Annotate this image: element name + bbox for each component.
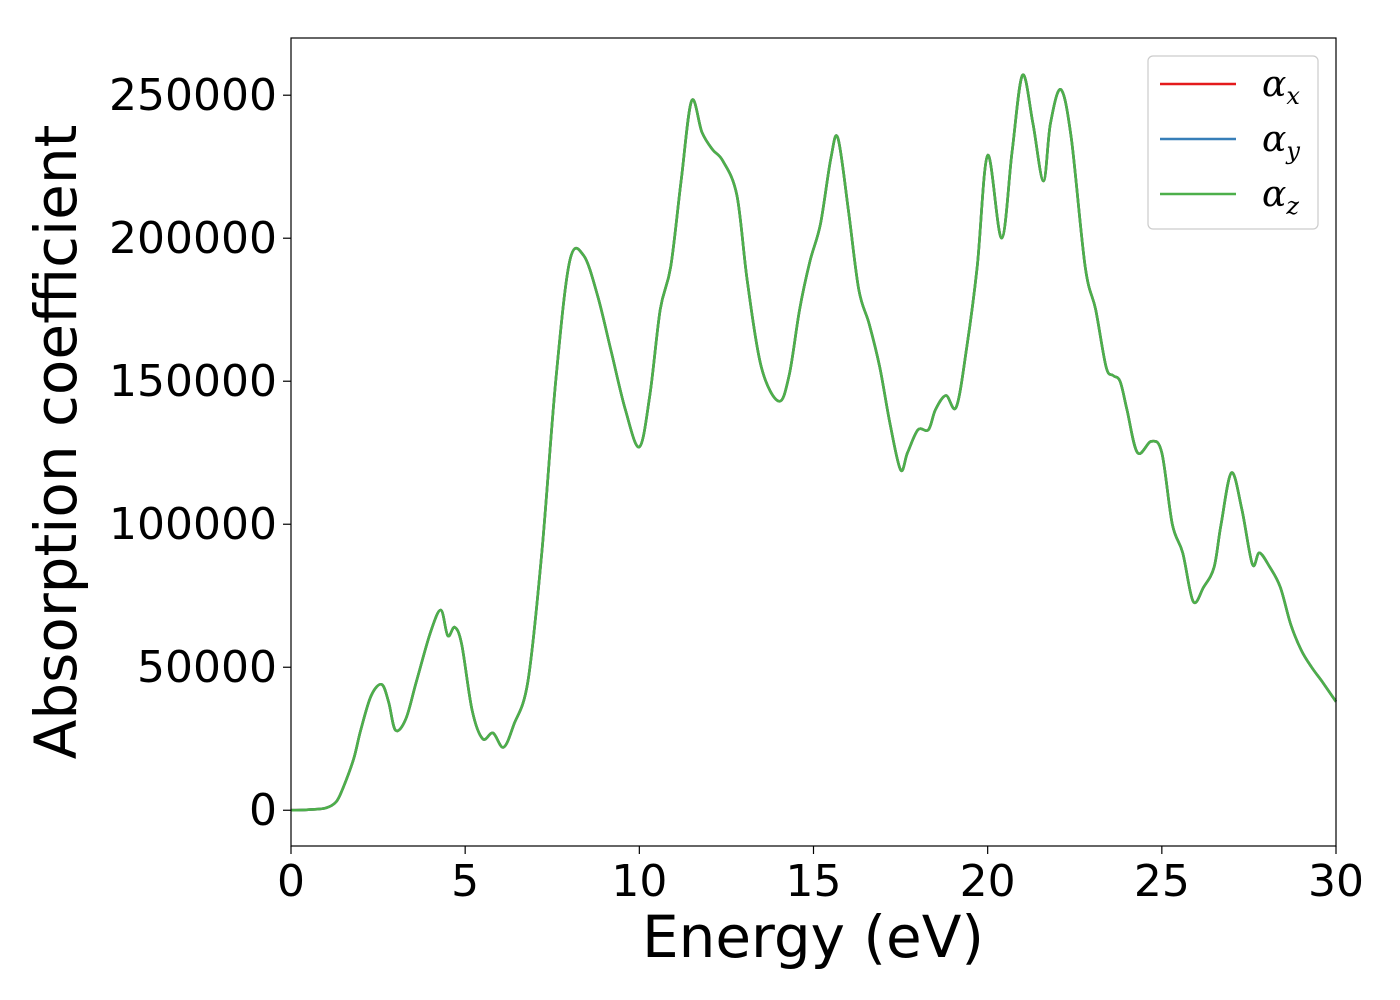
x-tick-label: 0 [277,856,305,907]
plot-frame [290,37,1337,847]
x-tick-label: 25 [1134,856,1190,907]
x-axis-label: Energy (eV) [642,903,984,971]
y-tick-label: 150000 [109,356,277,407]
x-tick-label: 10 [611,856,667,907]
plot-layer [290,73,1338,812]
legend-box [1147,55,1319,230]
x-tick-label: 30 [1308,856,1364,907]
x-axis-ticks: 0 5 10 15 20 25 30 [277,846,1364,907]
x-tick-label: 15 [786,856,842,907]
y-tick-label: 200000 [109,213,277,264]
y-tick-label: 100000 [109,499,277,550]
y-axis-label: Absorption coefficient [22,125,90,760]
y-axis-ticks: 0 50000 100000 150000 200000 250000 [109,70,291,836]
y-tick-label: 250000 [109,70,277,121]
y-tick-label: 50000 [137,642,277,693]
y-tick-label: 0 [249,785,277,836]
series-line-alpha-z [290,73,1338,812]
x-tick-label: 5 [451,856,479,907]
x-tick-label: 20 [960,856,1016,907]
